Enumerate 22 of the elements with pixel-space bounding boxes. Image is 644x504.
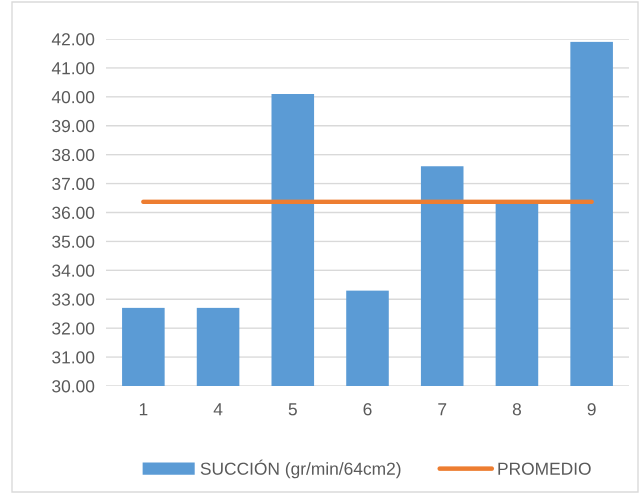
- y-tick-label: 37.00: [52, 178, 94, 190]
- x-tick-label: 1: [140, 403, 148, 416]
- x-tick-label: 6: [364, 403, 372, 416]
- x-tick-label: 4: [214, 403, 222, 416]
- y-tick-label: 38.00: [52, 148, 94, 162]
- y-tick-label: 39.00: [52, 120, 94, 132]
- y-tick-label: 40.00: [52, 91, 94, 104]
- y-tick-label: 30.00: [52, 380, 94, 392]
- y-tick-label: 42.00: [52, 33, 94, 46]
- x-tick-label: 5: [288, 403, 297, 416]
- y-tick-label: 32.00: [52, 322, 94, 335]
- legend-label: SUCCIÓN (gr/min/64cm2): [200, 460, 400, 478]
- y-tick-label: 33.00: [52, 293, 94, 306]
- x-tick-label: 9: [588, 403, 596, 416]
- y-tick-label: 34.00: [52, 264, 94, 277]
- y-tick-label: 41.00: [52, 62, 94, 74]
- x-tick-label: 7: [438, 403, 446, 416]
- y-tick-label: 31.00: [52, 351, 94, 364]
- legend-label: PROMEDIO: [498, 462, 591, 475]
- x-tick-label: 8: [512, 403, 521, 416]
- y-tick-label: 36.00: [52, 206, 94, 219]
- y-tick-label: 35.00: [52, 236, 94, 248]
